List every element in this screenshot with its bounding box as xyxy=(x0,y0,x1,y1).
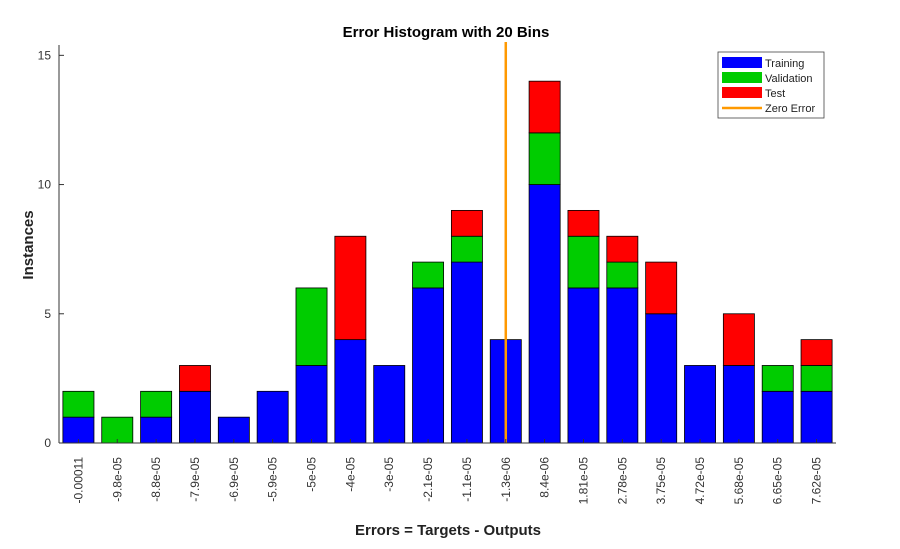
bar-validation-18 xyxy=(761,365,794,392)
legend-label-training: Training xyxy=(765,58,804,70)
bar-validation-6 xyxy=(295,287,328,366)
x-tick-label-4: -6.9e-05 xyxy=(227,457,241,502)
legend-swatch-validation xyxy=(722,72,762,83)
bar-test-3 xyxy=(179,365,211,392)
x-tick-label-18: 6.65e-05 xyxy=(771,457,785,505)
x-tick-label-19: 7.62e-05 xyxy=(810,457,824,505)
y-axis-label: Instances xyxy=(20,210,37,279)
bar-training-9 xyxy=(412,287,445,444)
legend-label-validation: Validation xyxy=(765,73,813,85)
bar-test-19 xyxy=(800,339,833,366)
bar-validation-9 xyxy=(412,261,445,289)
axes-layer xyxy=(58,45,836,444)
bar-training-7 xyxy=(334,339,367,444)
y-tick-label-2: 10 xyxy=(38,178,52,192)
x-tick-label-9: -2.1e-05 xyxy=(421,457,435,502)
x-tick-label-10: -1.1e-05 xyxy=(460,457,474,502)
bar-validation-10 xyxy=(450,235,483,263)
x-tick-label-12: 8.4e-06 xyxy=(538,457,552,498)
bar-training-10 xyxy=(450,261,483,444)
x-tick-label-1: -9.8e-05 xyxy=(110,457,124,502)
bar-training-19 xyxy=(800,390,833,444)
x-tick-label-13: 1.81e-05 xyxy=(576,457,590,505)
y-tick-label-0: 0 xyxy=(44,436,51,450)
bar-test-12 xyxy=(528,80,561,134)
legend-swatch-test xyxy=(722,87,762,98)
bar-validation-2 xyxy=(140,390,173,418)
bar-training-14 xyxy=(606,287,639,444)
bar-training-12 xyxy=(528,184,561,444)
bars-layer xyxy=(62,80,833,444)
bar-training-5 xyxy=(256,390,289,444)
x-tick-label-11: -1.3e-06 xyxy=(499,457,513,502)
x-tick-label-3: -7.9e-05 xyxy=(188,457,202,502)
bar-validation-14 xyxy=(606,261,639,289)
bar-validation-12 xyxy=(528,132,561,185)
x-tick-label-16: 4.72e-05 xyxy=(693,457,707,505)
bar-training-17 xyxy=(722,365,755,444)
x-tick-label-14: 2.78e-05 xyxy=(615,457,629,505)
bar-training-18 xyxy=(761,390,794,444)
x-tick-label-8: -3e-05 xyxy=(382,457,396,492)
bar-test-17 xyxy=(722,313,755,366)
bar-training-0 xyxy=(62,416,95,444)
bar-test-15 xyxy=(645,261,678,315)
x-ticks-layer: -0.00011 -9.8e-05 -8.8e-05 -7.9e-05 -6.9e-05… xyxy=(71,439,824,505)
x-tick-label-7: -4e-05 xyxy=(343,457,357,492)
bar-training-15 xyxy=(645,313,678,444)
bar-test-7 xyxy=(334,235,367,341)
bar-validation-13 xyxy=(567,235,600,289)
legend-label-test: Test xyxy=(765,88,785,100)
x-tick-label-5: -5.9e-05 xyxy=(266,457,280,502)
legend-swatch-training xyxy=(722,57,762,68)
bar-training-8 xyxy=(373,365,406,444)
x-tick-label-0: -0.00011 xyxy=(71,457,85,504)
bar-validation-0 xyxy=(62,390,95,418)
bar-training-6 xyxy=(295,365,328,444)
bar-validation-19 xyxy=(800,365,833,392)
x-tick-label-2: -8.8e-05 xyxy=(149,457,163,502)
legend-label-zero-error: Zero Error xyxy=(765,103,815,115)
bar-training-16 xyxy=(684,365,716,444)
chart-title: Error Histogram with 20 Bins xyxy=(343,24,550,41)
bar-training-4 xyxy=(217,416,250,444)
bar-test-14 xyxy=(606,235,639,263)
y-tick-label-3: 15 xyxy=(38,48,52,62)
y-ticks-layer: 0 5 10 15 xyxy=(38,48,64,450)
legend: Training Validation Test Zero Error xyxy=(717,51,825,119)
x-tick-label-6: -5e-05 xyxy=(305,457,319,492)
bar-test-13 xyxy=(567,209,600,237)
bar-training-3 xyxy=(179,390,211,444)
y-tick-label-1: 5 xyxy=(44,307,51,321)
x-tick-label-17: 5.68e-05 xyxy=(732,457,746,505)
bar-test-10 xyxy=(450,209,483,237)
bar-validation-1 xyxy=(101,416,134,444)
bar-training-13 xyxy=(567,287,600,444)
x-tick-label-15: 3.75e-05 xyxy=(654,457,668,505)
x-axis-label: Errors = Targets - Outputs xyxy=(355,522,541,539)
